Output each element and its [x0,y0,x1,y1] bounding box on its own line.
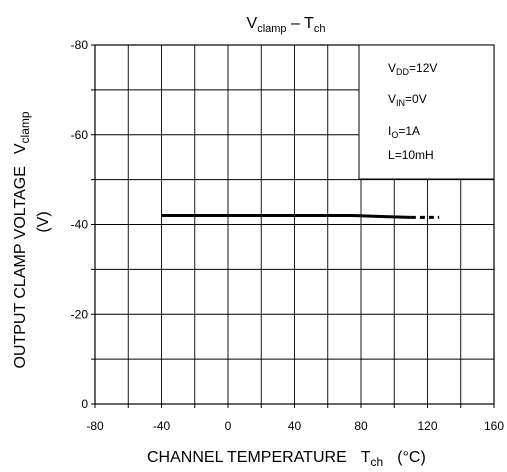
series-line [161,214,411,219]
y-tick-label: -60 [71,128,89,142]
y-tick-label: 0 [81,397,88,411]
title-sub-ch: ch [314,23,326,35]
x-tick-label: 160 [484,419,504,433]
x-tick-label: 80 [354,419,368,433]
x-tick-label: 40 [288,419,302,433]
y-axis-unit: (V) [35,211,52,232]
y-tick-labels: 0 -20 -40 -60 -80 [71,38,89,411]
condition-vdd: VDD=12V [388,61,437,77]
x-tick-label: -40 [153,419,171,433]
x-tick-label: 0 [225,419,232,433]
y-tick-label: -40 [71,218,89,232]
y-tick-label: -80 [71,38,89,52]
condition-vin: VIN=0V [388,92,427,108]
conditions-box: VDD=12V VIN=0V IO=1A L=10mH [358,44,495,180]
x-tick-label: 120 [417,419,437,433]
series-group [161,214,440,219]
condition-l: L=10mH [388,148,434,162]
y-axis-label: OUTPUT CLAMP VOLTAGEVclamp [12,111,32,368]
title-sub-clamp: clamp [257,23,286,35]
x-axis-label: CHANNEL TEMPERATURE Tch (°C) [147,449,426,469]
condition-io: IO=1A [388,124,420,140]
chart-title: Vclamp – Tch [247,15,326,35]
x-tick-labels: -80 -40 0 40 80 120 160 [86,419,504,433]
conditions-box-frame [358,44,495,180]
y-tick-label: -20 [71,307,89,321]
plot-frame [94,44,495,405]
x-tick-label: -80 [86,419,104,433]
